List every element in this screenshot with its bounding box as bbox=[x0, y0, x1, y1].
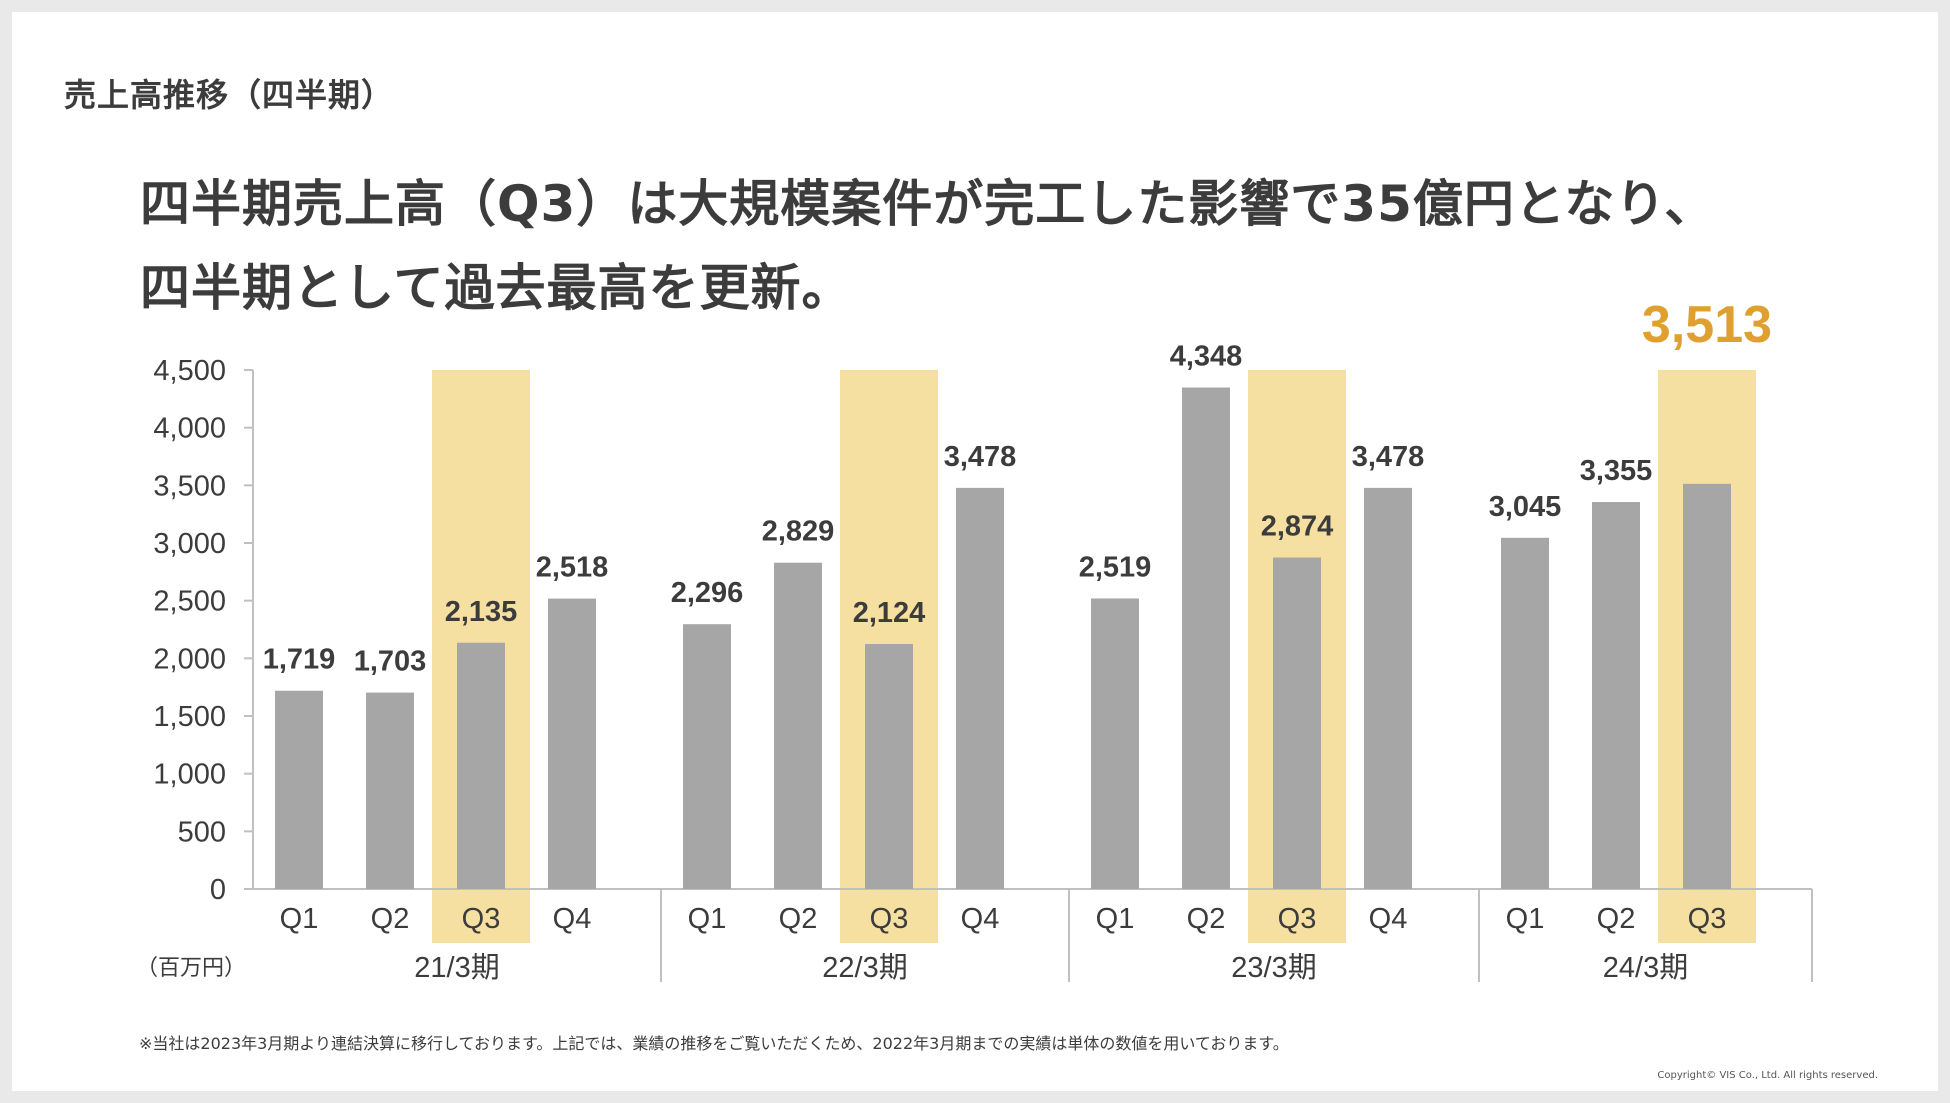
value-label-24/3期-Q2: 3,355 bbox=[1580, 455, 1653, 487]
value-label-24/3期-Q1: 3,045 bbox=[1489, 491, 1562, 523]
period-label: 23/3期 bbox=[1231, 952, 1316, 984]
bar-23/3期-Q3 bbox=[1273, 557, 1321, 889]
y-tick-label: 1,000 bbox=[153, 759, 226, 791]
y-tick-label: 4,000 bbox=[153, 413, 226, 445]
period-label: 21/3期 bbox=[414, 952, 499, 984]
footnote: ※当社は2023年3月期より連結決算に移行しております。上記では、業績の推移をご… bbox=[139, 1034, 1289, 1053]
quarter-label: Q2 bbox=[371, 903, 410, 935]
bar-21/3期-Q1 bbox=[275, 690, 323, 889]
quarter-label: Q4 bbox=[961, 903, 1000, 935]
value-label-21/3期-Q2: 1,703 bbox=[354, 646, 427, 678]
bar-21/3期-Q4 bbox=[548, 598, 596, 889]
value-label-21/3期-Q3: 2,135 bbox=[445, 596, 518, 628]
y-tick-label: 4,500 bbox=[153, 355, 226, 387]
value-label-23/3期-Q1: 2,519 bbox=[1079, 551, 1152, 583]
y-tick-label: 500 bbox=[178, 816, 226, 848]
bar-22/3期-Q3 bbox=[865, 644, 913, 889]
period-label: 24/3期 bbox=[1603, 952, 1688, 984]
value-label-21/3期-Q4: 2,518 bbox=[536, 552, 609, 584]
bar-23/3期-Q4 bbox=[1364, 487, 1412, 889]
bar-23/3期-Q2 bbox=[1182, 387, 1230, 889]
quarter-label: Q4 bbox=[553, 903, 592, 935]
bar-24/3期-Q1 bbox=[1501, 537, 1549, 889]
value-label-22/3期-Q4: 3,478 bbox=[944, 441, 1017, 473]
quarter-label: Q1 bbox=[1506, 903, 1545, 935]
bar-24/3期-Q3 bbox=[1683, 483, 1731, 889]
bar-22/3期-Q4 bbox=[956, 487, 1004, 889]
bar-21/3期-Q3 bbox=[457, 642, 505, 889]
quarter-label: Q4 bbox=[1369, 903, 1408, 935]
bar-22/3期-Q1 bbox=[683, 624, 731, 889]
y-tick-label: 1,500 bbox=[153, 701, 226, 733]
bar-24/3期-Q2 bbox=[1592, 502, 1640, 889]
copyright: Copyright© VIS Co., Ltd. All rights rese… bbox=[1657, 1070, 1878, 1081]
quarter-label: Q1 bbox=[688, 903, 727, 935]
quarter-label: Q2 bbox=[1187, 903, 1226, 935]
y-tick-label: 0 bbox=[210, 874, 226, 906]
quarter-label: Q1 bbox=[280, 903, 319, 935]
period-label: 22/3期 bbox=[822, 952, 907, 984]
value-label-24/3期-Q3: 3,513 bbox=[1642, 296, 1772, 354]
bar-21/3期-Q2 bbox=[366, 692, 414, 889]
headline: 四半期売上高（Q3）は大規模案件が完工した影響で35億円となり、 四半期として過… bbox=[140, 162, 1715, 330]
quarter-label: Q3 bbox=[462, 903, 501, 935]
value-label-23/3期-Q2: 4,348 bbox=[1170, 341, 1243, 373]
value-label-22/3期-Q1: 2,296 bbox=[671, 577, 744, 609]
bar-22/3期-Q2 bbox=[774, 562, 822, 889]
quarter-label: Q2 bbox=[1597, 903, 1636, 935]
value-label-21/3期-Q1: 1,719 bbox=[263, 644, 336, 676]
value-label-23/3期-Q3: 2,874 bbox=[1261, 511, 1334, 543]
quarter-label: Q2 bbox=[779, 903, 818, 935]
headline-line-1: 四半期売上高（Q3）は大規模案件が完工した影響で35億円となり、 bbox=[140, 175, 1716, 233]
section-title: 売上高推移（四半期） bbox=[64, 76, 395, 114]
quarter-label: Q1 bbox=[1096, 903, 1135, 935]
quarter-label: Q3 bbox=[870, 903, 909, 935]
y-tick-label: 3,000 bbox=[153, 528, 226, 560]
y-tick-label: 3,500 bbox=[153, 470, 226, 502]
value-label-22/3期-Q3: 2,124 bbox=[853, 597, 926, 629]
y-tick-label: 2,000 bbox=[153, 643, 226, 675]
quarter-label: Q3 bbox=[1688, 903, 1727, 935]
headline-line-2: 四半期として過去最高を更新。 bbox=[140, 259, 853, 317]
value-label-22/3期-Q2: 2,829 bbox=[762, 516, 835, 548]
value-label-23/3期-Q4: 3,478 bbox=[1352, 441, 1425, 473]
unit-label: （百万円） bbox=[136, 955, 246, 980]
bar-23/3期-Q1 bbox=[1091, 598, 1139, 889]
quarter-label: Q3 bbox=[1278, 903, 1317, 935]
y-tick-label: 2,500 bbox=[153, 586, 226, 618]
